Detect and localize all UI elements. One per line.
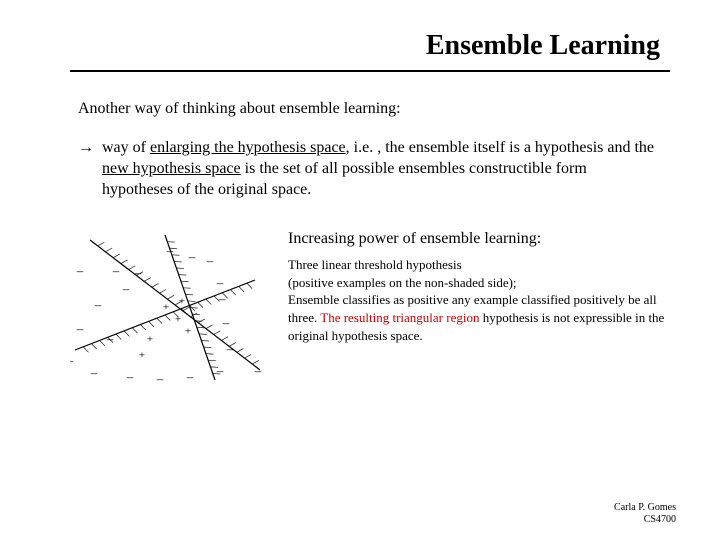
intro-text: Another way of thinking about ensemble l… (0, 72, 720, 118)
svg-text:–: – (254, 363, 262, 378)
svg-text:–: – (134, 265, 142, 280)
sub-l1: Three linear threshold hypothesis (288, 257, 462, 272)
footer: Carla P. Gomes CS4700 (614, 502, 676, 526)
svg-text:–: – (70, 353, 74, 368)
svg-text:–: – (186, 369, 194, 384)
svg-text:–: – (126, 369, 134, 384)
footer-author: Carla P. Gomes (614, 502, 676, 514)
svg-text:–: – (76, 263, 84, 278)
svg-text:–: – (188, 249, 196, 264)
svg-text:–: – (106, 331, 114, 346)
bullet-p2: , i.e. , the ensemble itself is a hypoth… (346, 139, 654, 156)
arrow-icon: → (78, 138, 102, 200)
svg-text:–: – (216, 275, 224, 290)
svg-text:+: + (179, 296, 185, 308)
svg-text:–: – (206, 253, 214, 268)
bullet-row: → way of enlarging the hypothesis space,… (0, 118, 720, 200)
sub-l2: (positive examples on the non-shaded sid… (288, 275, 517, 290)
svg-text:+: + (185, 326, 191, 338)
lower-row: ++++++––––––––––––––––––––– Increasing p… (0, 200, 720, 385)
sub-heading: Increasing power of ensemble learning: (288, 230, 680, 256)
svg-text:–: – (90, 365, 98, 380)
bullet-u1: enlarging the hypothesis space (150, 139, 346, 156)
svg-text:–: – (112, 263, 120, 278)
svg-text:+: + (163, 302, 169, 314)
svg-text:+: + (175, 314, 181, 326)
svg-text:–: – (222, 315, 230, 330)
svg-text:–: – (76, 321, 84, 336)
svg-text:–: – (226, 341, 234, 356)
bullet-p1: way of (102, 139, 150, 156)
hypothesis-diagram: ++++++––––––––––––––––––––– (70, 230, 270, 385)
bullet-text: way of enlarging the hypothesis space, i… (102, 138, 660, 200)
bullet-u2: new hypothesis space (102, 160, 241, 177)
svg-text:–: – (94, 297, 102, 312)
svg-text:–: – (122, 281, 130, 296)
sub-l3-red: The resulting triangular region (320, 310, 479, 325)
sub-body: Three linear threshold hypothesis (posit… (288, 256, 680, 344)
svg-text:–: – (218, 291, 226, 306)
svg-text:–: – (216, 363, 224, 378)
footer-course: CS4700 (614, 514, 676, 526)
page-title: Ensemble Learning (0, 0, 720, 70)
svg-text:–: – (166, 243, 174, 258)
right-column: Increasing power of ensemble learning: T… (288, 230, 680, 385)
svg-text:+: + (139, 350, 145, 362)
svg-text:–: – (156, 371, 164, 385)
svg-text:+: + (147, 334, 153, 346)
